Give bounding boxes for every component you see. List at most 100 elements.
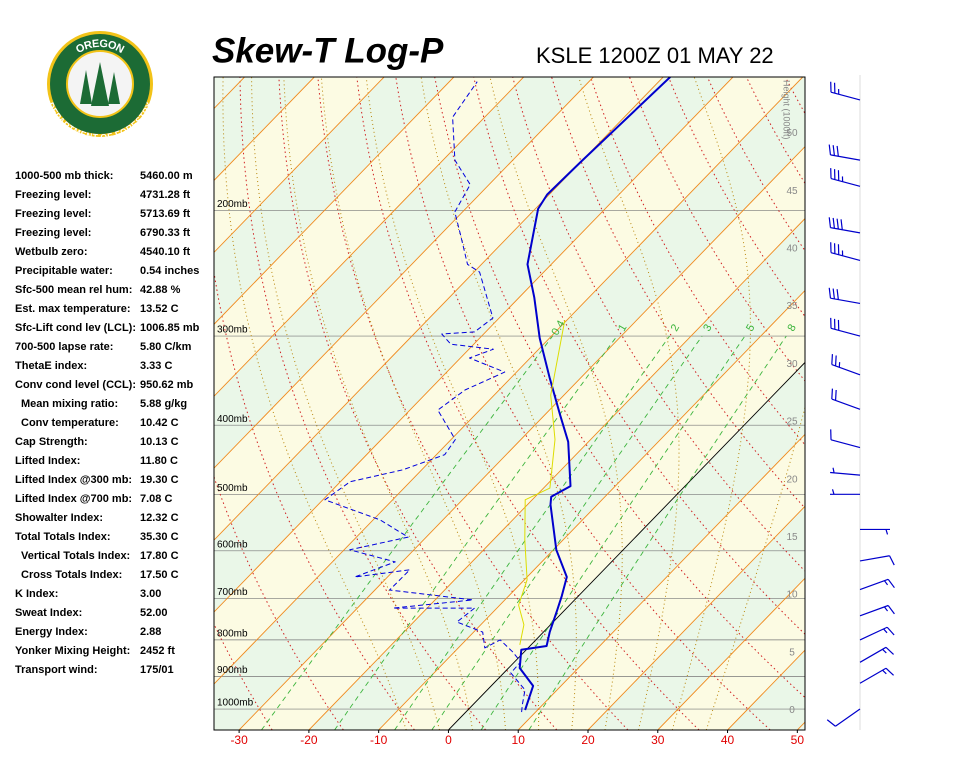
moist-adiabat: [222, 77, 407, 730]
isotherm: [517, 433, 805, 730]
y2-tick-label: 45: [786, 186, 798, 197]
chart-subtitle: KSLE 1200Z 01 MAY 22: [536, 43, 774, 68]
index-label: ThetaE index:: [15, 360, 87, 372]
wind-barb: [860, 528, 890, 535]
isotherm: [214, 77, 455, 325]
dry-adiabat: [902, 77, 960, 730]
index-label: Wetbulb zero:: [15, 246, 88, 258]
wind-barb: [830, 317, 861, 337]
logo-top-text: OREGON: [74, 38, 126, 56]
index-label: Freezing level:: [15, 189, 91, 201]
y2-tick-label: 30: [786, 359, 798, 370]
index-value: 52.00: [140, 607, 168, 619]
index-label: 1000-500 mb thick:: [15, 170, 113, 182]
mixing-ratio-label: 1: [616, 322, 629, 333]
y-tick-label: 400mb: [217, 414, 248, 425]
dry-adiabat: [784, 77, 805, 115]
x-tick-label: -20: [300, 733, 318, 747]
index-label: Sfc-Lift cond lev (LCL):: [15, 322, 136, 334]
isotherm: [214, 77, 594, 469]
index-label: 700-500 lapse rate:: [15, 341, 113, 353]
index-value: 3.00: [140, 588, 161, 600]
wind-barb: [830, 489, 860, 495]
isotherm: [238, 145, 805, 730]
x-tick-label: 40: [721, 733, 735, 747]
y2-tick-label: 10: [786, 590, 798, 601]
wind-barb: [828, 144, 861, 161]
sounding-line: [518, 77, 671, 711]
index-label: Transport wind:: [15, 664, 98, 676]
y-tick-label: 300mb: [217, 325, 248, 336]
moist-adiabat: [251, 77, 440, 730]
index-label: Conv cond level (CCL):: [15, 379, 136, 391]
index-value: 4540.10 ft: [140, 246, 190, 258]
wind-barb: [859, 578, 895, 591]
index-value: 10.42 C: [140, 417, 179, 429]
y2-axis-label: Height (1000ft): [782, 80, 792, 140]
y2-tick-label: 0: [789, 705, 795, 716]
dry-adiabat: [941, 77, 960, 730]
isotherm: [214, 77, 664, 541]
plot-frame: [213, 76, 806, 731]
dry-adiabat: [434, 77, 805, 699]
wind-barb: [830, 467, 861, 476]
isotherm: [378, 289, 805, 730]
wind-barb: [831, 354, 861, 376]
index-value: 17.80 C: [140, 550, 179, 562]
dry-adiabat: [395, 77, 771, 730]
moist-adiabat: [671, 77, 751, 730]
dry-adiabat: [278, 77, 558, 730]
wind-barb: [831, 388, 861, 410]
x-tick-label: 20: [581, 733, 595, 747]
isotherm: [797, 721, 805, 730]
wind-barb: [859, 646, 894, 663]
index-label: Showalter Index:: [15, 512, 103, 524]
index-value: 2.88: [140, 626, 161, 638]
y2-tick-label: 40: [786, 244, 798, 255]
sounding-line: [518, 320, 566, 645]
x-tick-label: -30: [230, 733, 248, 747]
y-tick-label: 200mb: [217, 199, 248, 210]
moist-adiabat: [283, 77, 474, 730]
index-label: Cross Totals Index:: [21, 569, 122, 581]
y-tick-label: 900mb: [217, 665, 248, 676]
index-value: 5.88 g/kg: [140, 398, 187, 410]
index-value: 0.54 inches: [140, 265, 199, 277]
logo-tree: [108, 72, 120, 104]
index-label: Precipitable water:: [15, 265, 113, 277]
y-tick-label: 1000mb: [217, 698, 254, 709]
index-label: Mean mixing ratio:: [21, 398, 118, 410]
index-value: 19.30 C: [140, 474, 179, 486]
sounding-line: [324, 81, 526, 713]
dry-adiabat: [317, 77, 629, 730]
mixing-ratio-line: [334, 335, 618, 730]
logo-top: OREGON: [74, 38, 126, 56]
index-value: 3.33 C: [140, 360, 172, 372]
index-label: Lifted Index @300 mb:: [15, 474, 132, 486]
isotherm: [214, 77, 804, 685]
wind-barb: [830, 429, 861, 449]
index-value: 5713.69 ft: [140, 208, 190, 220]
y2-tick-label: 15: [786, 532, 798, 543]
index-value: 10.13 C: [140, 436, 179, 448]
chart-title: Skew-T Log-P: [212, 31, 444, 70]
index-label: Yonker Mixing Height:: [15, 645, 130, 657]
index-value: 1006.85 mb: [140, 322, 200, 334]
index-label: Energy Index:: [15, 626, 88, 638]
temperature-band: [214, 77, 805, 730]
wind-barb: [828, 217, 861, 234]
y2-tick-label: 25: [786, 417, 798, 428]
index-label: Total Totals Index:: [15, 531, 111, 543]
moist-adiabat: [578, 77, 680, 730]
index-value: 950.62 mb: [140, 379, 193, 391]
wind-barb: [830, 168, 861, 187]
index-value: 7.08 C: [140, 493, 172, 505]
x-tick-label: 0: [445, 733, 452, 747]
mixing-ratio-label: 8: [785, 322, 798, 333]
x-tick-label: 30: [651, 733, 665, 747]
index-value: 12.32 C: [140, 512, 179, 524]
isotherm: [657, 577, 805, 730]
mixing-ratio-label: 2: [669, 322, 682, 333]
wind-barb: [859, 555, 895, 566]
